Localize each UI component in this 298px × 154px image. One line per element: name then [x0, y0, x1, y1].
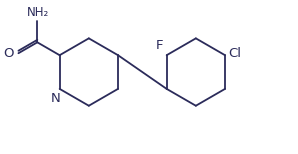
- Text: NH₂: NH₂: [27, 6, 49, 18]
- Text: N: N: [51, 92, 60, 105]
- Text: O: O: [3, 47, 13, 60]
- Text: F: F: [156, 39, 164, 52]
- Text: Cl: Cl: [228, 47, 241, 60]
